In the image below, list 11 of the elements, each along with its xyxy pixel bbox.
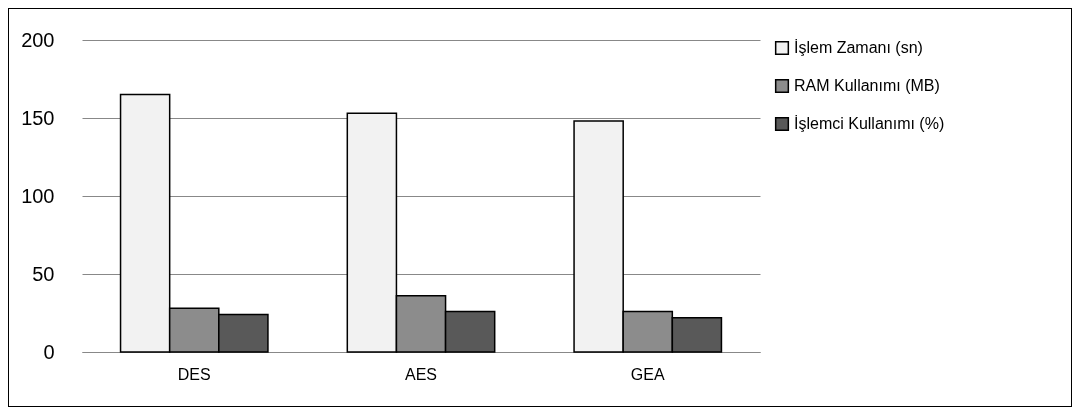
y-tick-label: 0 xyxy=(43,340,55,363)
y-tick-label: 200 xyxy=(21,28,55,51)
x-tick-label: AES xyxy=(404,365,438,383)
y-tick-label: 50 xyxy=(32,262,55,285)
y-tick-label: 150 xyxy=(21,106,55,129)
y-tick-label: 100 xyxy=(21,184,55,207)
legend-label: İşlem Zamanı (sn) xyxy=(794,38,923,56)
x-tick-label: GEA xyxy=(630,365,665,383)
legend-label: İşlemci Kullanımı (%) xyxy=(794,114,945,132)
legend-label: RAM Kullanımı (MB) xyxy=(794,77,940,94)
x-tick-label: DES xyxy=(177,365,211,383)
